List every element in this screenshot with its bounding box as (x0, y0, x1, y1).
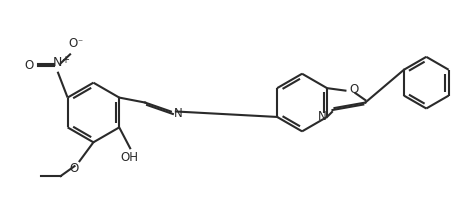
Text: O: O (25, 59, 34, 72)
Text: N: N (53, 56, 63, 69)
Text: N: N (174, 107, 182, 120)
Text: O: O (69, 162, 79, 175)
Text: N: N (319, 110, 327, 123)
Text: +: + (61, 55, 69, 65)
Text: ⁻: ⁻ (77, 38, 82, 48)
Text: O: O (68, 37, 77, 50)
Text: O: O (349, 83, 358, 96)
Text: OH: OH (120, 151, 138, 164)
